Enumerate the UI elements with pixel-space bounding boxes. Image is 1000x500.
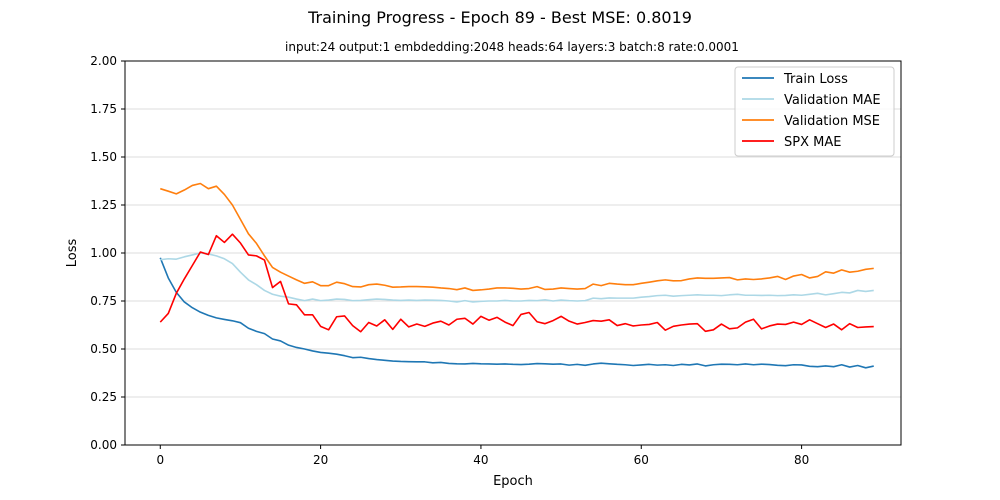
y-axis-label: Loss bbox=[65, 239, 80, 268]
y-tick-label: 1.00 bbox=[90, 246, 117, 260]
x-tick-label: 20 bbox=[313, 453, 328, 467]
legend-label-validation-mse: Validation MSE bbox=[784, 114, 880, 129]
series-line-validation-mse bbox=[160, 182, 874, 292]
x-axis-ticks: 0 20 40 60 80 bbox=[156, 445, 809, 467]
x-axis-label: Epoch bbox=[493, 474, 533, 489]
x-tick-label: 60 bbox=[634, 453, 649, 467]
y-tick-label: 1.75 bbox=[90, 102, 117, 116]
legend-label-train-loss: Train Loss bbox=[783, 72, 848, 87]
x-tick-label: 80 bbox=[794, 453, 809, 467]
chart-subtitle: input:24 output:1 embdedding:2048 heads:… bbox=[285, 40, 739, 54]
y-tick-label: 0.75 bbox=[90, 294, 117, 308]
x-tick-label: 0 bbox=[156, 453, 164, 467]
y-tick-label: 1.25 bbox=[90, 198, 117, 212]
legend: Train Loss Validation MAE Validation MSE SP… bbox=[734, 66, 895, 157]
series-line-validation-mae bbox=[160, 252, 874, 303]
legend-label-validation-mae: Validation MAE bbox=[784, 93, 881, 108]
y-axis-ticks: 0.00 0.25 0.50 0.75 1.00 1.25 1.50 1.75 2.00 bbox=[90, 54, 125, 452]
series-lines bbox=[159, 182, 874, 369]
chart-title: Training Progress - Epoch 89 - Best MSE:… bbox=[307, 8, 692, 27]
legend-entries: Train Loss Validation MAE Validation MSE SP… bbox=[742, 72, 881, 150]
series-line-train-loss bbox=[159, 257, 874, 369]
x-tick-label: 40 bbox=[473, 453, 488, 467]
y-tick-label: 1.50 bbox=[90, 150, 117, 164]
series-line-spx-mae bbox=[159, 233, 874, 333]
legend-box bbox=[734, 66, 895, 157]
y-tick-label: 0.25 bbox=[90, 390, 117, 404]
y-tick-label: 2.00 bbox=[90, 54, 117, 68]
y-tick-label: 0.00 bbox=[90, 438, 117, 452]
legend-label-spx-mae: SPX MAE bbox=[784, 135, 841, 150]
y-tick-label: 0.50 bbox=[90, 342, 117, 356]
